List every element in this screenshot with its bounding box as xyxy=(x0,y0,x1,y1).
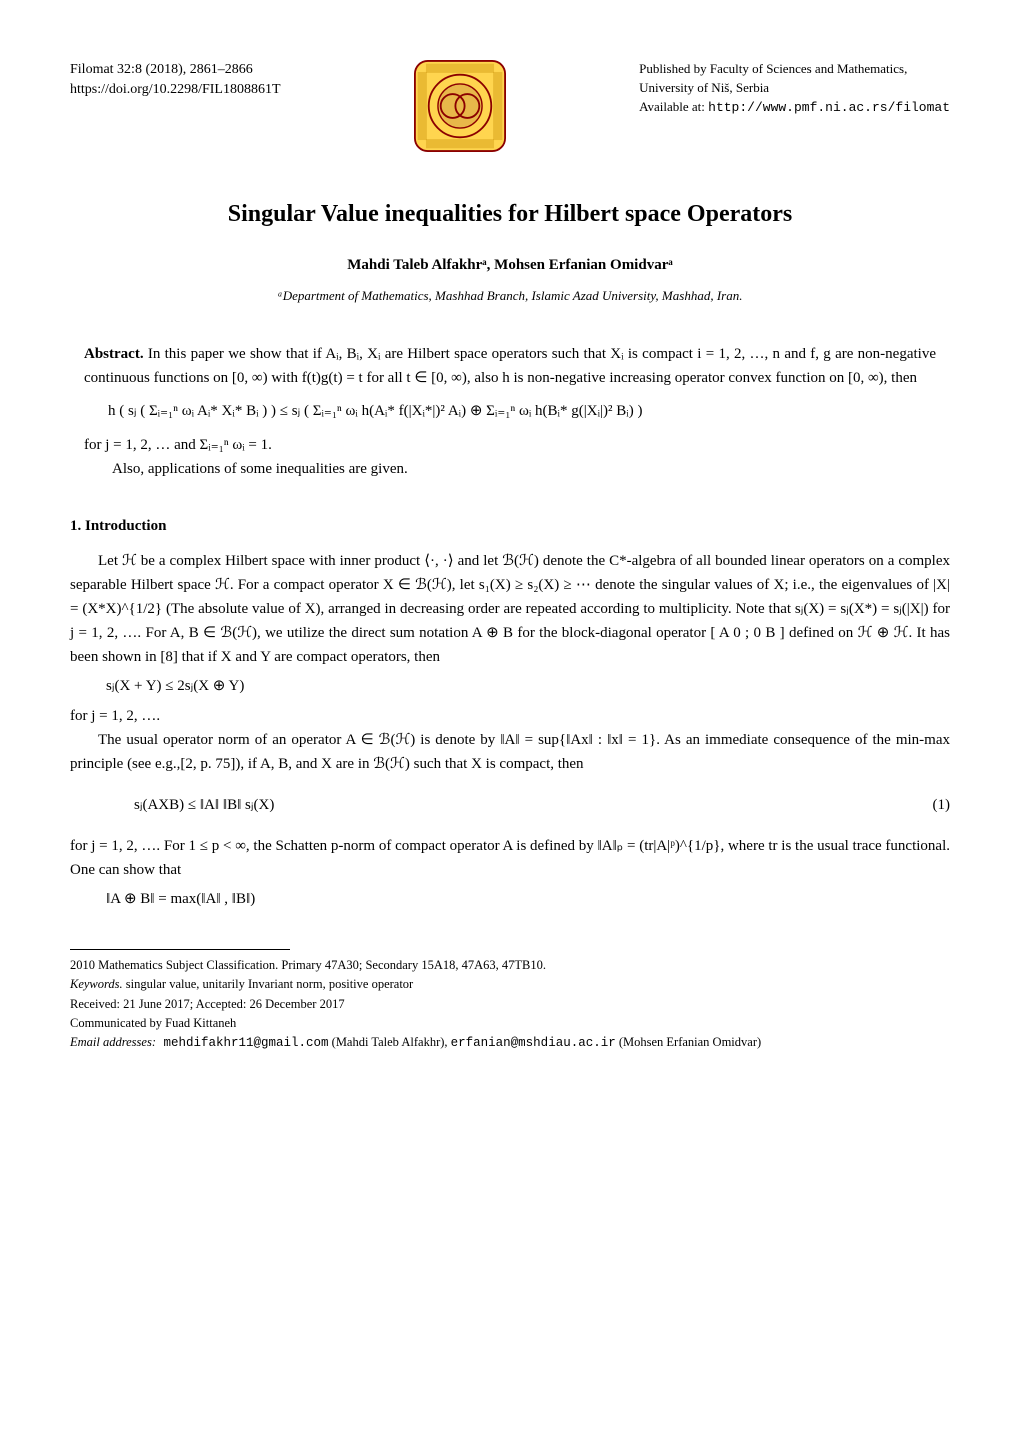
footnote-emails: Email addresses: mehdifakhr11@gmail.com … xyxy=(70,1033,950,1053)
paper-affiliation: ᵃDepartment of Mathematics, Mashhad Bran… xyxy=(70,286,950,306)
footnote-received: Received: 21 June 2017; Accepted: 26 Dec… xyxy=(70,995,950,1014)
footnote-communicated: Communicated by Fuad Kittaneh xyxy=(70,1014,950,1033)
publisher-line-2: University of Niš, Serbia xyxy=(639,79,950,98)
footnote-email-2: erfanian@mshdiau.ac.ir xyxy=(451,1036,616,1050)
section-1-eq2: sⱼ(AXB) ≤ ‖A‖ ‖B‖ sⱼ(X) xyxy=(94,794,910,817)
journal-header-right: Published by Faculty of Sciences and Mat… xyxy=(639,60,950,118)
journal-header-left: Filomat 32:8 (2018), 2861–2866 https://d… xyxy=(70,60,281,101)
footnote-kw-label: Keywords. xyxy=(70,977,123,991)
section-1-p4: for j = 1, 2, …. For 1 ≤ p < ∞, the Scha… xyxy=(70,834,950,882)
journal-logo xyxy=(414,60,506,160)
available-label: Available at: xyxy=(639,99,708,114)
section-1-eq3: ‖A ⊕ B‖ = max(‖A‖ , ‖B‖) xyxy=(106,888,950,911)
footnote-msc-label: 2010 Mathematics Subject Classification. xyxy=(70,958,278,972)
footnote-rule xyxy=(70,949,290,950)
footnote-msc: 2010 Mathematics Subject Classification.… xyxy=(70,956,950,975)
section-1-p2: for j = 1, 2, …. xyxy=(70,704,950,728)
footnote-kw-text: singular value, unitarily Invariant norm… xyxy=(123,977,414,991)
section-1-p3: The usual operator norm of an operator A… xyxy=(70,728,950,776)
abstract-text-3: Also, applications of some inequalities … xyxy=(84,457,936,481)
footnote-email-1: mehdifakhr11@gmail.com xyxy=(156,1036,329,1050)
section-1-p1: Let ℋ be a complex Hilbert space with in… xyxy=(70,549,950,669)
page-header: Filomat 32:8 (2018), 2861–2866 https://d… xyxy=(70,60,950,160)
footnote-msc-text: Primary 47A30; Secondary 15A18, 47A63, 4… xyxy=(278,958,546,972)
abstract-label: Abstract. xyxy=(84,346,144,362)
footnote-keywords: Keywords. singular value, unitarily Inva… xyxy=(70,975,950,994)
abstract-paragraph-1: Abstract. In this paper we show that if … xyxy=(84,342,936,390)
section-1-eq1: sⱼ(X + Y) ≤ 2sⱼ(X ⊕ Y) xyxy=(106,675,950,698)
abstract-text-1: In this paper we show that if Aᵢ, Bᵢ, Xᵢ… xyxy=(84,346,936,386)
abstract-text-2: for j = 1, 2, … and Σᵢ₌₁ⁿ ωᵢ = 1. xyxy=(84,433,936,457)
paper-title: Singular Value inequalities for Hilbert … xyxy=(70,196,950,232)
abstract-display-equation: h ( sⱼ ( Σᵢ₌₁ⁿ ωᵢ Aᵢ* Xᵢ* Bᵢ ) ) ≤ sⱼ ( … xyxy=(108,400,936,423)
paper-authors: Mahdi Taleb Alfakhrᵃ, Mohsen Erfanian Om… xyxy=(70,254,950,277)
footnote-email-2-name: (Mohsen Erfanian Omidvar) xyxy=(616,1035,761,1049)
journal-name-line: Filomat 32:8 (2018), 2861–2866 xyxy=(70,60,281,80)
journal-doi-line: https://doi.org/10.2298/FIL1808861T xyxy=(70,80,281,100)
abstract-block: Abstract. In this paper we show that if … xyxy=(84,342,936,481)
footnotes-block: 2010 Mathematics Subject Classification.… xyxy=(70,956,950,1054)
available-line: Available at: http://www.pmf.ni.ac.rs/fi… xyxy=(639,98,950,118)
section-1-eq2-number: (1) xyxy=(910,794,950,817)
section-1-eq2-row: sⱼ(AXB) ≤ ‖A‖ ‖B‖ sⱼ(X) (1) xyxy=(70,784,950,827)
section-1-heading: 1. Introduction xyxy=(70,515,950,538)
footnote-email-1-name: (Mahdi Taleb Alfakhr), xyxy=(329,1035,451,1049)
available-url[interactable]: http://www.pmf.ni.ac.rs/filomat xyxy=(708,100,950,115)
publisher-line-1: Published by Faculty of Sciences and Mat… xyxy=(639,60,950,79)
footnote-email-label: Email addresses: xyxy=(70,1035,156,1049)
